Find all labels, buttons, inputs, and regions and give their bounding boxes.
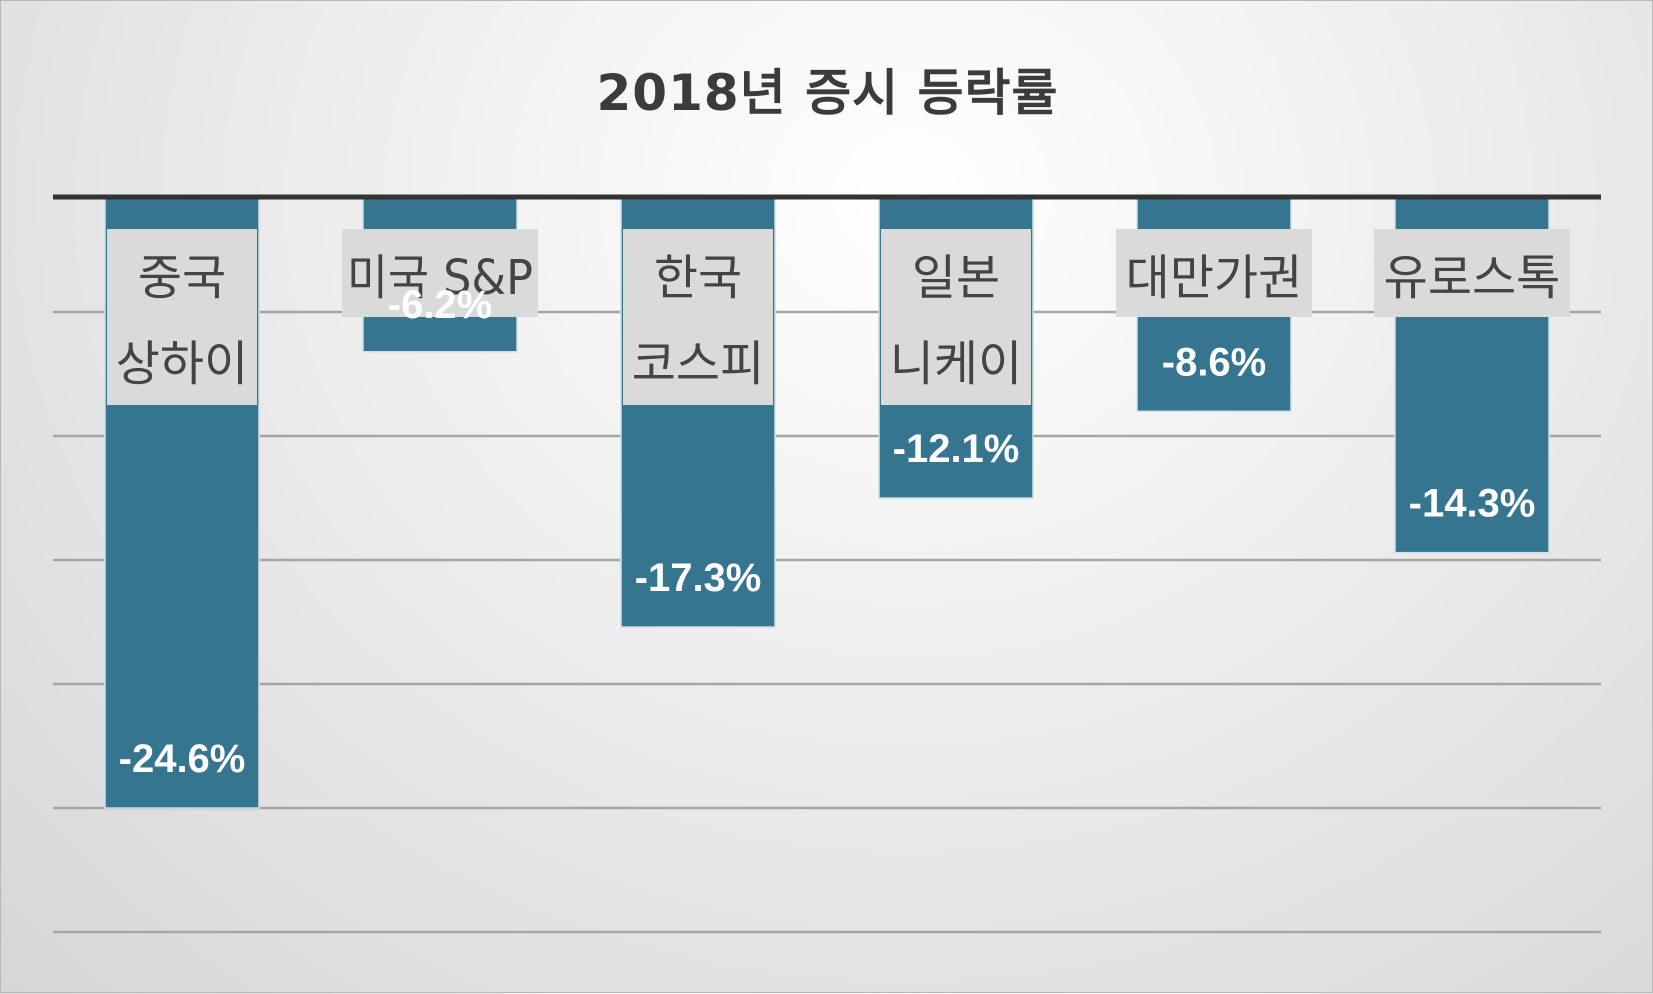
- value-label: -14.3%: [1409, 482, 1536, 526]
- category-label: 대만가권: [1126, 250, 1303, 306]
- category-label-box: [1116, 229, 1312, 317]
- value-label: -12.1%: [893, 427, 1020, 471]
- value-labels: -24.6% -6.2% -17.3% -12.1% -8.6% -14.3%: [119, 283, 1536, 781]
- category-label: 코스피: [632, 336, 764, 392]
- category-label: 한국: [654, 250, 742, 306]
- grid-lines: [53, 310, 1601, 934]
- value-label: -24.6%: [119, 737, 246, 781]
- value-label: -6.2%: [388, 283, 493, 327]
- category-label: 유로스톡: [1384, 250, 1561, 306]
- category-label-box: [107, 229, 257, 405]
- category-label: 상하이: [116, 336, 248, 392]
- category-label: 미국 S&P: [347, 250, 533, 306]
- category-label-box: [881, 229, 1031, 405]
- category-label: 중국: [138, 250, 226, 306]
- category-label: 일본: [912, 250, 1000, 306]
- category-label-box: [623, 229, 773, 405]
- category-label: 니케이: [890, 336, 1022, 392]
- chart-title: 2018년 증시 등락률: [596, 64, 1059, 122]
- value-label: -8.6%: [1162, 340, 1267, 384]
- category-label-box: [1374, 229, 1570, 317]
- value-label: -17.3%: [635, 556, 762, 600]
- bars: [104, 197, 1550, 809]
- category-label-box: [342, 229, 538, 317]
